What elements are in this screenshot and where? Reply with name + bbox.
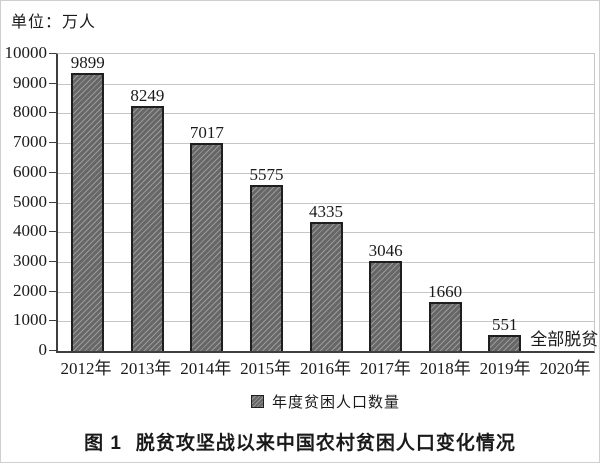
bar-slot: 9899 [58, 54, 118, 351]
y-tick-label: 10000 [4, 43, 48, 62]
bar-slot: 4335 [296, 54, 356, 351]
y-tick-label: 0 [38, 340, 48, 359]
bar-value-label: 5575 [249, 165, 284, 185]
x-tick-label: 2016年 [300, 359, 351, 378]
legend: 年度贫困人口数量 [56, 391, 595, 412]
y-tick-mark [49, 350, 56, 351]
y-tick-mark [49, 53, 56, 54]
y-tick-mark [49, 201, 56, 203]
x-tick-label: 2019年 [479, 359, 531, 378]
bar-value-label: 1660 [428, 281, 463, 301]
gridline [58, 83, 594, 85]
gridline [58, 113, 594, 115]
y-tick-mark [49, 171, 56, 173]
x-tick-label: 2015年 [240, 359, 292, 378]
bar-slot: 8249 [118, 54, 178, 351]
y-tick-mark [49, 112, 56, 114]
y-tick-label: 7000 [13, 132, 47, 152]
bar [488, 334, 522, 351]
bar-slot: 1660 [415, 54, 475, 351]
x-tick-label: 2014年 [180, 359, 232, 378]
bar-value-label: 551 [491, 314, 518, 334]
y-tick-mark [49, 82, 56, 84]
gridline [58, 172, 594, 174]
figure-caption: 图 1 脱贫攻坚战以来中国农村贫困人口变化情况 [1, 428, 599, 455]
bar-slot: 5575 [237, 54, 297, 351]
bar-value-label: 4335 [309, 202, 344, 222]
x-tick-label: 2012年 [60, 359, 112, 378]
bar-slot: 7017 [177, 54, 237, 351]
bar-value-label: 7017 [189, 122, 224, 142]
bar [71, 73, 105, 351]
bar-slot: 全部脱贫 [530, 54, 598, 351]
bar-series: 9899 8249 7017 5575 4335 3046 1660 551 全部脱贫 [58, 54, 598, 351]
x-tick-label: 2020年 [539, 359, 591, 378]
y-tick-mark [49, 260, 56, 262]
plot-area: 9899 8249 7017 5575 4335 3046 1660 551 全部脱贫 [56, 53, 598, 353]
figure-number: 图 1 [84, 433, 122, 454]
gridline [58, 143, 594, 145]
bar [428, 301, 462, 351]
x-tick-label: 2013年 [120, 359, 172, 378]
bar-value-label: 8249 [130, 86, 165, 106]
legend-hatched-swatch [250, 395, 264, 408]
bar [309, 222, 343, 351]
y-tick-label: 6000 [13, 161, 47, 181]
unit-label: 单位：万人 [11, 14, 97, 31]
bar-slot: 551 [475, 54, 535, 351]
bar [190, 142, 224, 351]
annotation-all-lifted-out-of-poverty: 全部脱贫 [530, 330, 599, 349]
y-tick-mark [49, 142, 56, 144]
y-tick-label: 1000 [13, 310, 47, 330]
y-tick-mark [49, 231, 56, 233]
x-tick-label: 2017年 [359, 359, 411, 378]
bar [130, 106, 164, 351]
bar-value-label: 3046 [368, 240, 403, 260]
y-tick-label: 5000 [13, 191, 47, 211]
y-tick-mark [49, 290, 56, 292]
y-tick-mark [49, 320, 56, 322]
bar-value-label: 9899 [70, 53, 105, 72]
y-tick-label: 4000 [13, 221, 47, 241]
legend-label: 年度贫困人口数量 [271, 395, 400, 411]
bar [249, 185, 283, 351]
y-tick-label: 3000 [13, 250, 47, 270]
y-tick-label: 8000 [13, 102, 47, 122]
y-tick-label: 9000 [13, 72, 47, 92]
gridline [58, 202, 594, 204]
x-axis-labels: 2012年 2013年 2014年 2015年 2016年 2017年 2018年 2019年… [56, 359, 595, 379]
y-tick-label: 2000 [13, 280, 47, 300]
bar [369, 260, 403, 351]
bar-slot: 3046 [356, 54, 416, 351]
x-tick-label: 2018年 [419, 359, 471, 378]
caption-text: 脱贫攻坚战以来中国农村贫困人口变化情况 [135, 433, 516, 454]
